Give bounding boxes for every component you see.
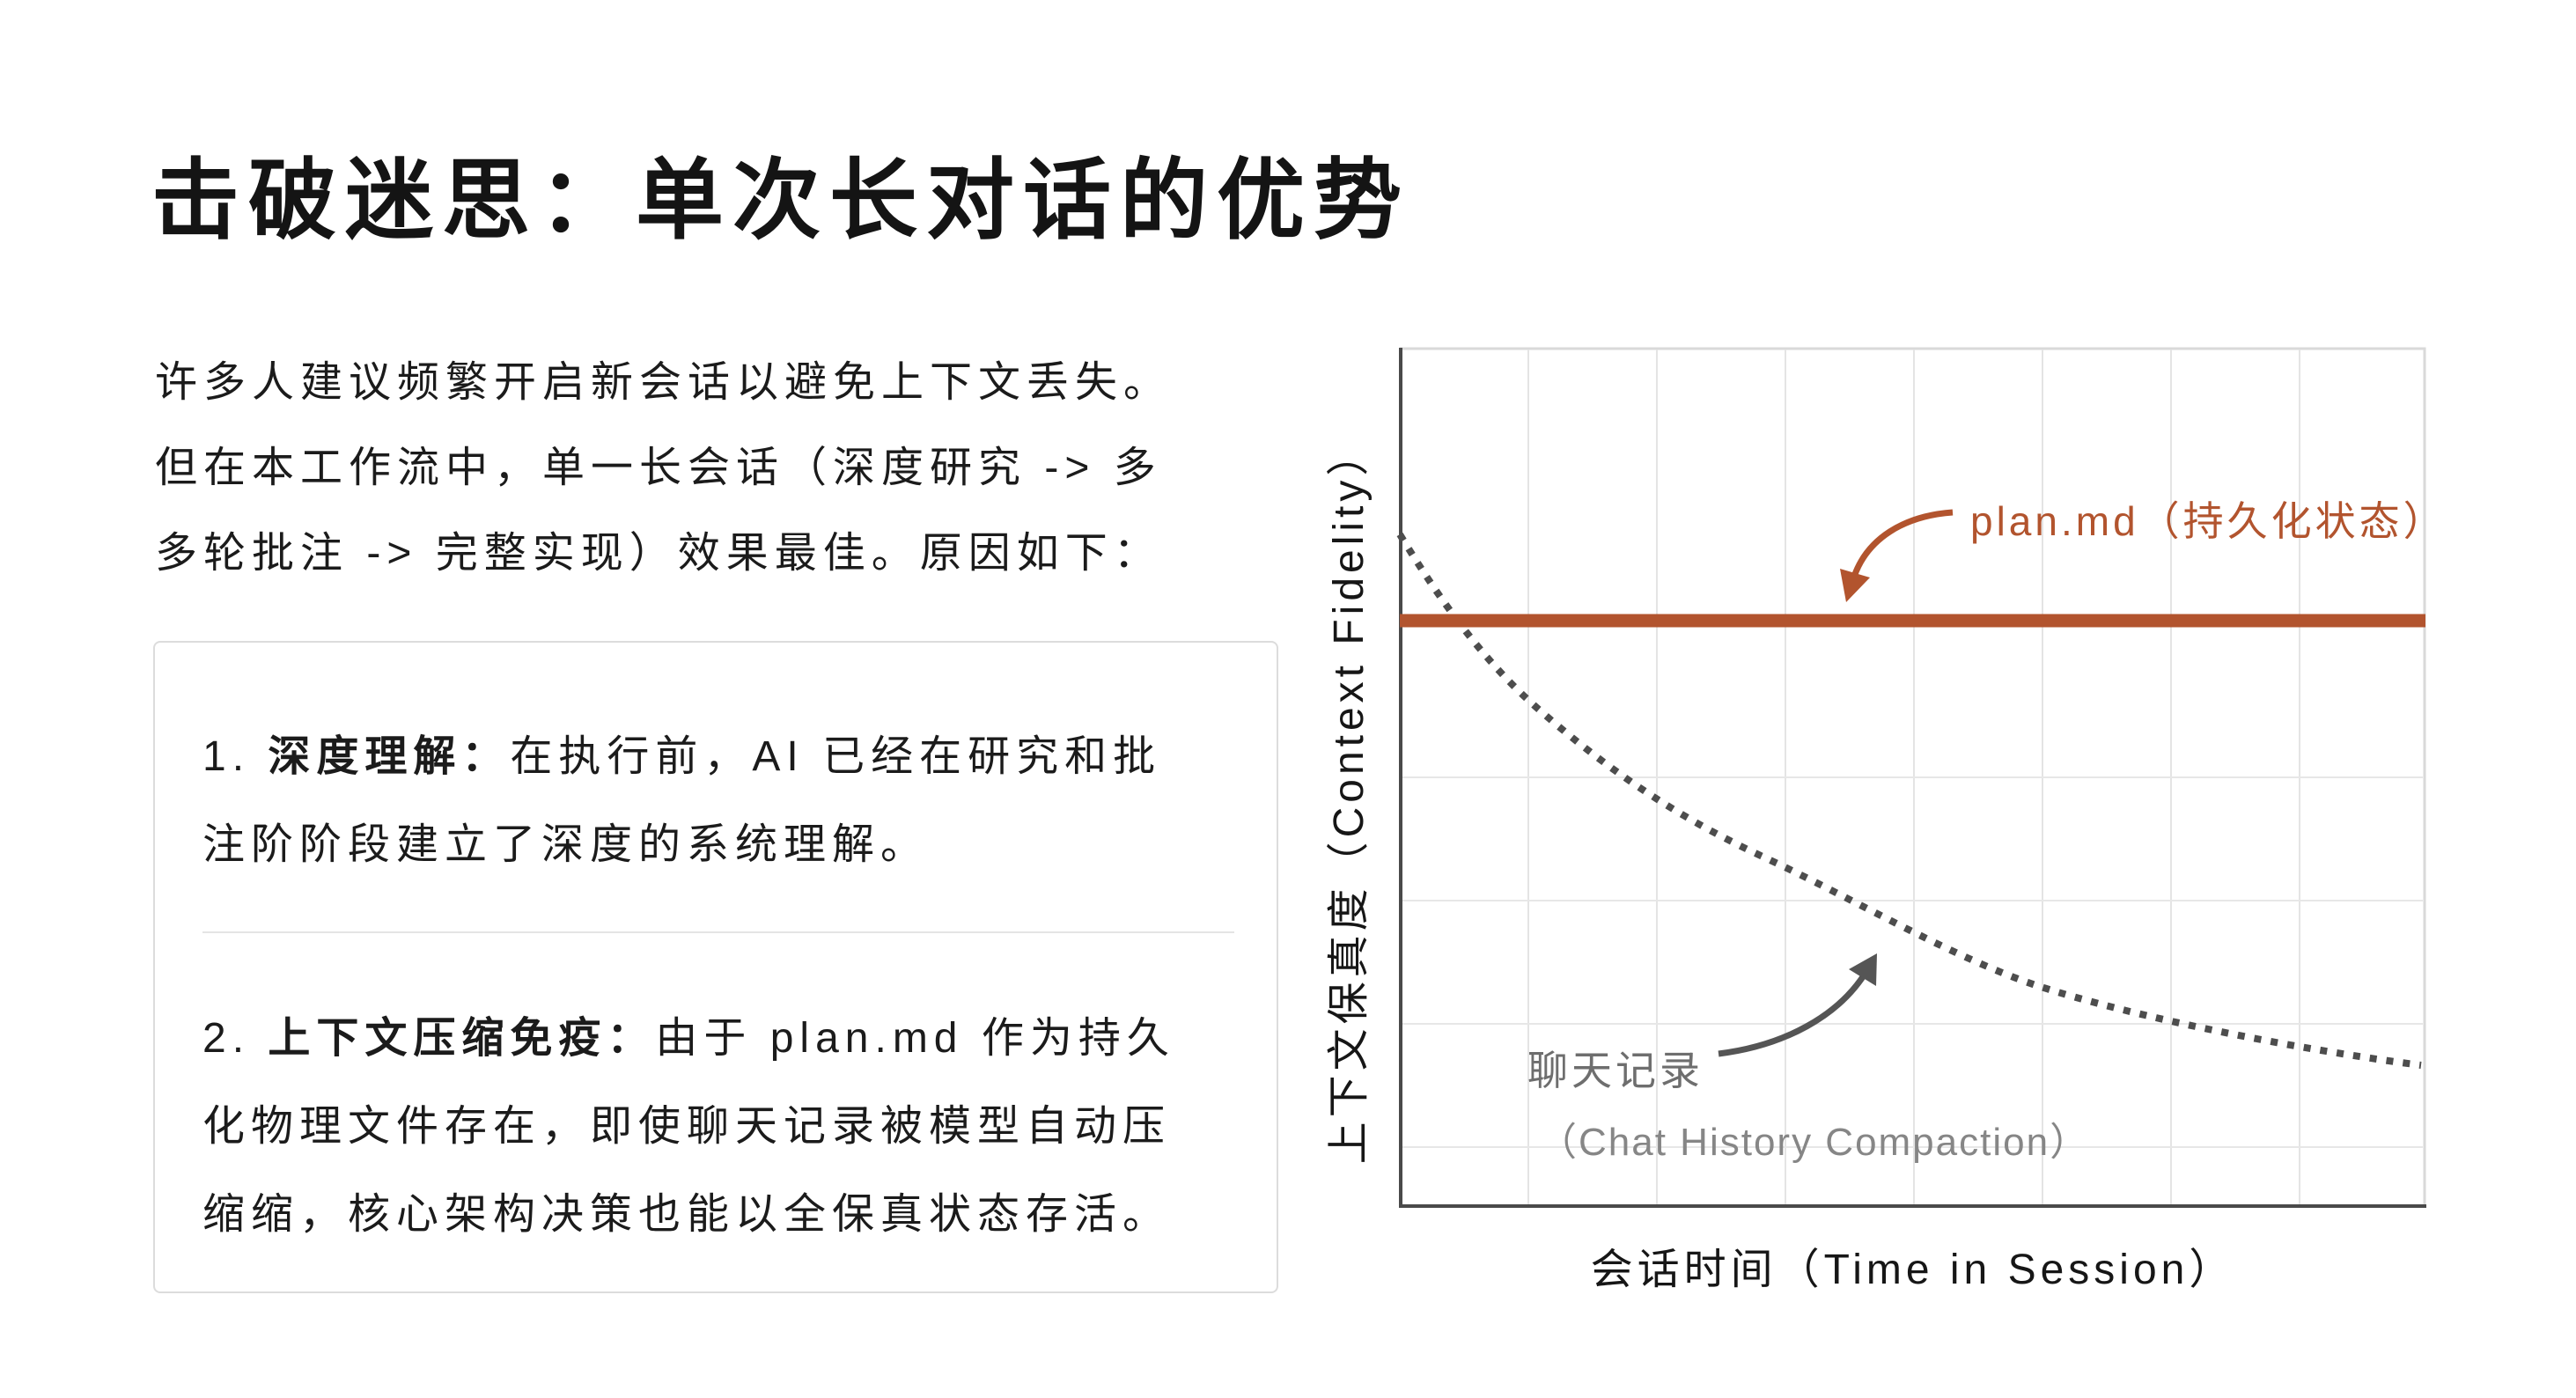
intro-line: 许多人建议频繁开启新会话以避免上下文丢失。 <box>155 359 1173 406</box>
page-title: 击破迷思：单次长对话的优势 <box>151 151 1410 250</box>
axes-lines <box>1399 348 2426 1208</box>
reason-number: 1. <box>202 733 269 780</box>
plan-md-arrow-icon <box>1840 509 1954 602</box>
reason-text: 注阶阶段建立了深度的系统理解。 <box>202 821 930 868</box>
intro-paragraph: 许多人建议频繁开启新会话以避免上下文丢失。 但在本工作流中，单一长会话（深度研究… <box>155 340 1299 596</box>
card-divider <box>202 931 1234 933</box>
chat-history-arrow-icon <box>1718 953 1877 1057</box>
reason-item-2: 2. 上下文压缩免疫：由于 plan.md 作为持久 化物理文件存在，即使聊天记… <box>202 995 1241 1259</box>
chat-history-sublabel: （Chat History Compaction） <box>1538 1121 2090 1164</box>
intro-line: 但在本工作流中，单一长会话（深度研究 -> 多 <box>155 445 1162 491</box>
chat-history-curve <box>1396 532 2422 1069</box>
plan-md-label: plan.md（持久化状态） <box>1970 498 2447 544</box>
reason-text: 化物理文件存在，即使聊天记录被模型自动压 <box>202 1103 1172 1150</box>
y-axis-label: 上下文保真度（Context Fidelity） <box>1326 430 1373 1165</box>
reason-item-1: 1. 深度理解：在执行前，AI 已经在研究和批 注阶阶段建立了深度的系统理解。 <box>202 713 1241 889</box>
reason-text: 由于 plan.md 作为持久 <box>655 1015 1175 1062</box>
x-axis-label: 会话时间（Time in Session） <box>1591 1247 2236 1293</box>
reason-keyword: 上下文压缩免疫： <box>268 1015 656 1062</box>
reasons-card: 1. 深度理解：在执行前，AI 已经在研究和批 注阶阶段建立了深度的系统理解。 … <box>153 641 1278 1293</box>
chat-history-label: 聊天记录 <box>1527 1048 1704 1093</box>
reason-text: 缩缩，核心架构决策也能以全保真状态存活。 <box>202 1191 1172 1238</box>
plot-border-top-right <box>1400 347 2426 1207</box>
reason-text: 在执行前，AI 已经在研究和批 <box>510 733 1162 780</box>
intro-line: 多轮批注 -> 完整实现）效果最佳。原因如下： <box>155 530 1162 577</box>
reason-keyword: 深度理解： <box>268 733 511 780</box>
horizontal-gridlines <box>1402 776 2423 1148</box>
reason-number: 2. <box>202 1015 269 1062</box>
